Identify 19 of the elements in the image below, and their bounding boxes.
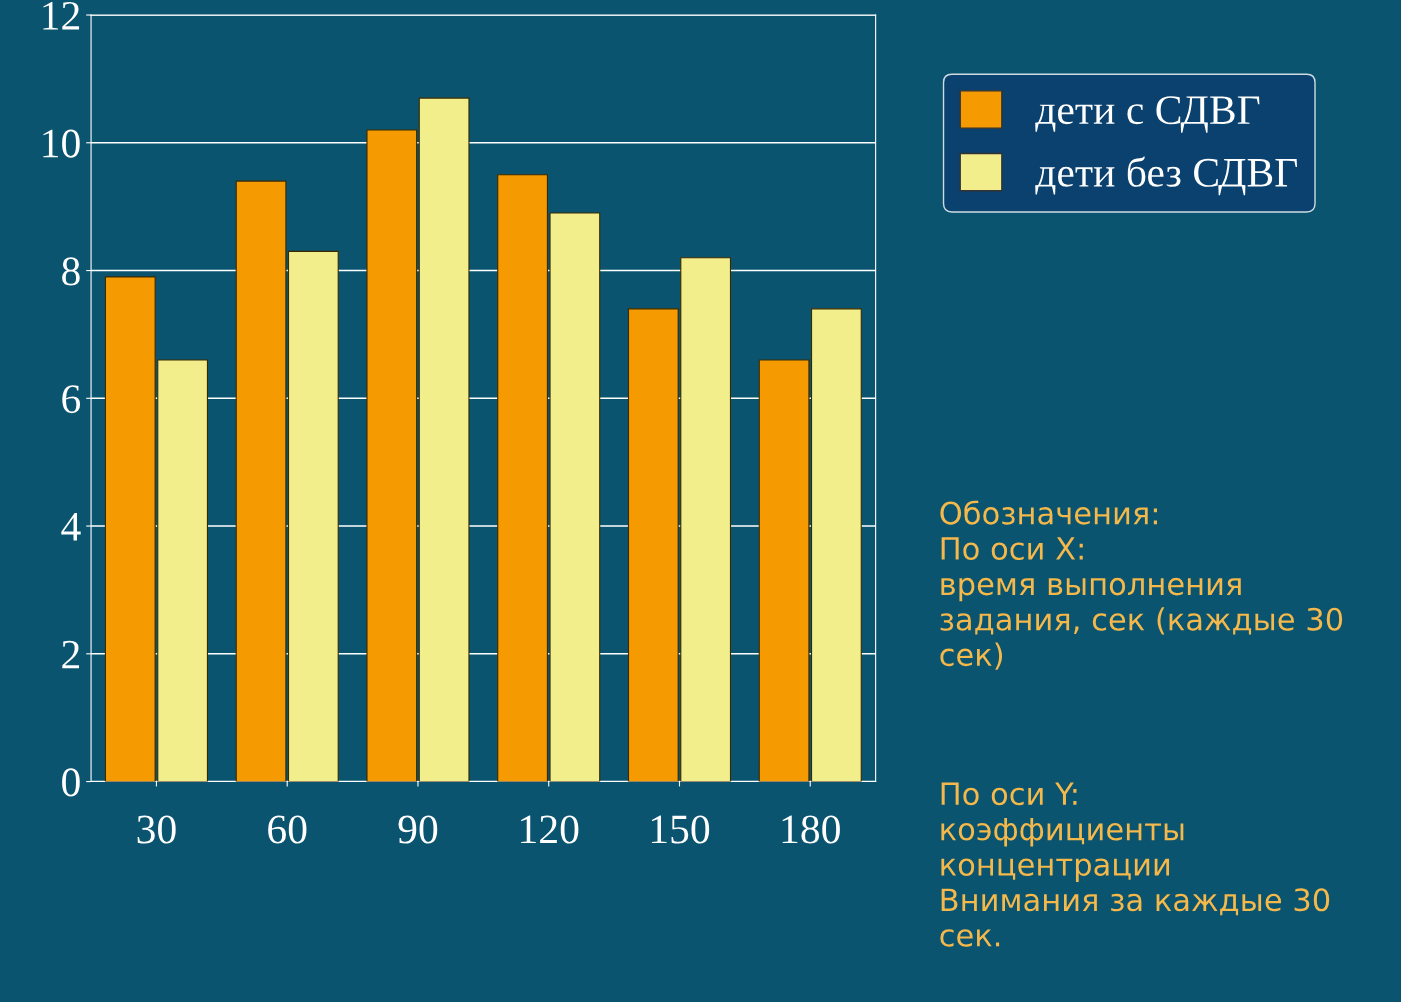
legend-label: дети с СДВГ — [1035, 96, 1260, 133]
y-tick-label: 4 — [61, 513, 81, 541]
x-tick-label: 150 — [651, 815, 710, 844]
y-tick-label: 12 — [43, 1, 80, 30]
x-tick-label: 60 — [268, 815, 307, 844]
bar — [418, 97, 470, 782]
y-tick-label: 0 — [62, 768, 80, 797]
x-tick-label: 90 — [398, 815, 438, 844]
y-tick-label: 2 — [62, 640, 80, 669]
x-tick-label: 120 — [521, 815, 579, 844]
bar — [366, 129, 418, 782]
y-tick-label: 6 — [62, 385, 81, 414]
legend-label: дети без СДВГ — [1035, 156, 1297, 196]
y-tick-label: 10 — [43, 129, 80, 158]
text: Обозначения: По оси X: время выполнения задания, сек (каждые 30 сек) — [940, 500, 1343, 670]
y-tick-label: 8 — [62, 257, 80, 286]
x-tick-label: 180 — [782, 815, 840, 844]
x-tick-label: 30 — [137, 815, 176, 844]
text: По оси Y: коэффициенты концентрации Внимания за каждые 30 сек. — [940, 782, 1330, 947]
